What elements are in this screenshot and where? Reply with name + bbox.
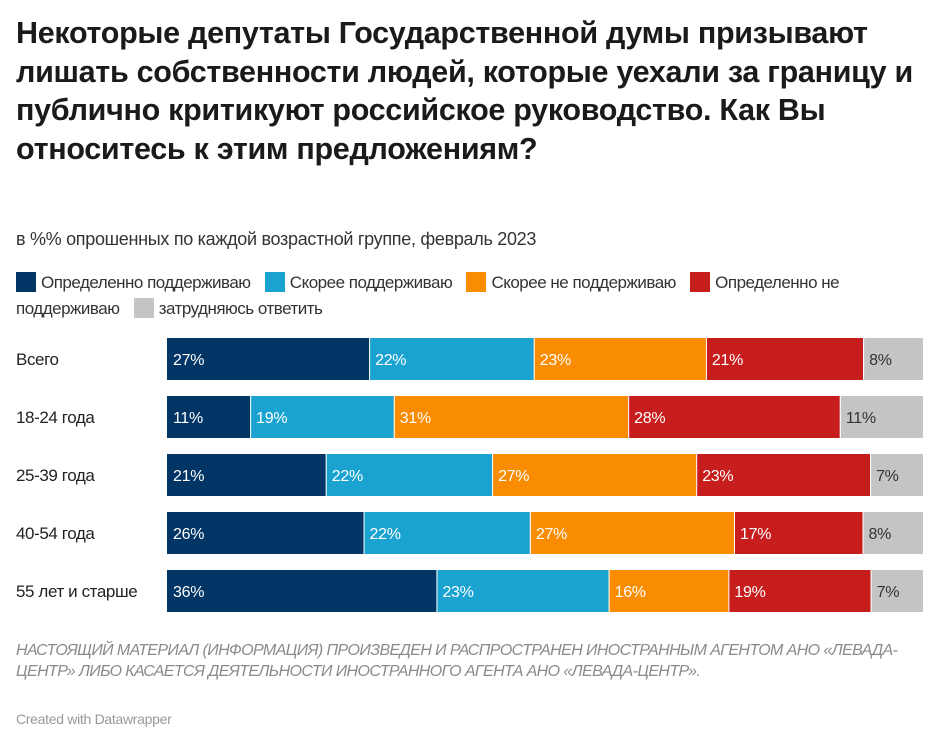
legend-label: затрудняюсь ответить <box>158 299 323 318</box>
bar-segment <box>863 338 923 380</box>
data-label: 23% <box>540 352 571 369</box>
bar-segment <box>167 570 437 612</box>
legend-item: Определенно не поддерживаю <box>16 272 840 318</box>
data-label: 8% <box>869 526 892 543</box>
bar-segment <box>436 570 609 612</box>
data-label: 27% <box>173 352 204 369</box>
bar-segment <box>870 570 923 612</box>
bar-segment <box>529 512 734 554</box>
data-label: 23% <box>442 584 473 601</box>
bar-segment <box>533 338 706 380</box>
bar-segment <box>167 338 370 380</box>
chart-subtitle: в %% опрошенных по каждой возрастной гру… <box>16 229 537 249</box>
legend-label: Определенно не поддерживаю <box>16 273 840 318</box>
segment-divider <box>325 454 327 496</box>
legend-item: Скорее поддерживаю <box>264 272 453 292</box>
bar-segment <box>167 396 251 438</box>
data-label: 21% <box>712 352 743 369</box>
data-label: 11% <box>173 410 203 427</box>
segment-divider <box>393 396 395 438</box>
legend-label: Скорее не поддерживаю <box>491 273 676 292</box>
data-label: 28% <box>634 410 665 427</box>
bar-segment <box>325 454 493 496</box>
segment-divider <box>436 570 438 612</box>
bar-segment <box>363 512 530 554</box>
bar-segment <box>492 454 697 496</box>
stacked-bar-chart: Всего 27% 22% 23% 21% 8% 18-24 года 11% 19% 31% 28… <box>16 338 923 612</box>
data-label: 19% <box>734 584 765 601</box>
legend-label: Скорее поддерживаю <box>289 273 453 292</box>
data-label: 27% <box>536 526 567 543</box>
segment-divider <box>705 338 707 380</box>
legend-item: Определенно поддерживаю <box>16 272 251 292</box>
legend-swatch <box>264 272 285 292</box>
legend: Определенно поддерживаю Скорее поддержив… <box>16 270 926 322</box>
datawrapper-credit: Created with Datawrapper <box>16 711 172 727</box>
row-label: 18-24 года <box>16 408 95 427</box>
data-label: 23% <box>702 468 733 485</box>
data-label: 17% <box>740 526 771 543</box>
data-label: 16% <box>615 584 646 601</box>
data-label: 27% <box>498 468 529 485</box>
bar-segment <box>167 454 326 496</box>
data-label: 22% <box>332 468 363 485</box>
segment-divider <box>734 512 735 554</box>
bar-segment <box>696 454 871 496</box>
bar-segment <box>870 454 923 496</box>
segment-divider <box>529 512 531 554</box>
legend-swatch <box>466 272 487 292</box>
segment-divider <box>870 570 872 612</box>
legend-swatch <box>16 272 36 292</box>
legend-swatch <box>690 272 711 292</box>
bar-segment <box>393 396 629 438</box>
row-label: 25-39 года <box>16 466 95 485</box>
row-label: 55 лет и старше <box>16 582 137 601</box>
bar-segment <box>167 512 364 554</box>
data-label: 22% <box>375 352 406 369</box>
data-label: 7% <box>877 584 900 601</box>
bar-segment <box>608 570 729 612</box>
bar-segment <box>250 396 394 438</box>
segment-divider <box>608 570 610 612</box>
data-label: 21% <box>173 468 204 485</box>
bar-segment <box>628 396 840 438</box>
segment-divider <box>250 396 252 438</box>
data-label: 26% <box>173 526 204 543</box>
legend-item: Скорее не поддерживаю <box>466 272 676 292</box>
data-label: 31% <box>400 410 431 427</box>
legend-swatch <box>133 298 154 318</box>
data-label: 22% <box>370 526 401 543</box>
bar-segment <box>862 512 923 554</box>
data-label: 7% <box>876 468 899 485</box>
legend-label: Определенно поддерживаю <box>41 273 251 292</box>
segment-divider <box>728 570 730 612</box>
bar-segment <box>728 570 871 612</box>
segment-divider <box>628 396 630 438</box>
data-label: 8% <box>869 352 892 369</box>
segment-divider <box>870 454 872 496</box>
row-label: 40-54 года <box>16 524 95 543</box>
segment-divider <box>369 338 371 380</box>
data-label: 11% <box>846 410 876 427</box>
chart-title: Некоторые депутаты Государственной думы … <box>16 16 913 166</box>
bar-segment <box>839 396 923 438</box>
row-label: Всего <box>16 350 59 369</box>
segment-divider <box>492 454 494 496</box>
segment-divider <box>839 396 841 438</box>
segment-divider <box>363 512 365 554</box>
bar-segment <box>705 338 864 380</box>
segment-divider <box>696 454 698 496</box>
data-label: 19% <box>256 410 287 427</box>
foreign-agent-note: НАСТОЯЩИЙ МАТЕРИАЛ (ИНФОРМАЦИЯ) ПРОИЗВЕД… <box>16 642 898 680</box>
segment-divider <box>863 338 865 380</box>
segment-divider <box>862 512 864 554</box>
bar-segment <box>369 338 534 380</box>
bar-segment <box>734 512 863 554</box>
segment-divider <box>533 338 535 380</box>
legend-item: затрудняюсь ответить <box>133 298 323 318</box>
data-label: 36% <box>173 584 204 601</box>
